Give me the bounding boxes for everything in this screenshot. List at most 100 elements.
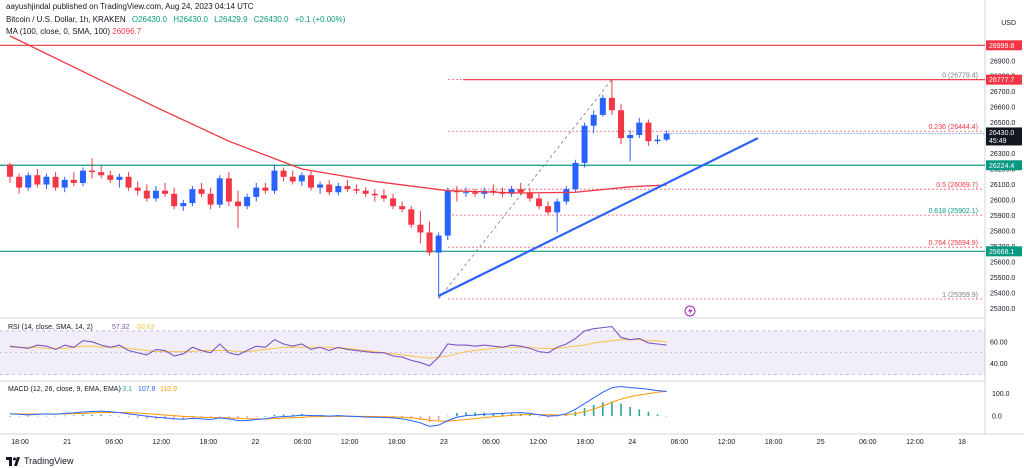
candle-body[interactable] (125, 176, 132, 188)
price-tick-label[interactable]: 25300.0 (990, 306, 1015, 313)
candle-body[interactable] (289, 176, 296, 182)
time-tick-label[interactable]: 18:00 (388, 439, 406, 446)
candle-body[interactable] (298, 175, 305, 182)
candle-body[interactable] (225, 178, 232, 202)
candle-body[interactable] (618, 110, 625, 139)
support-trendline[interactable] (438, 137, 759, 297)
candle-body[interactable] (171, 193, 178, 207)
time-tick-label[interactable]: 18:00 (765, 439, 783, 446)
candle-body[interactable] (143, 190, 150, 199)
candle-body[interactable] (508, 189, 515, 194)
candle-body[interactable] (244, 196, 251, 207)
price-tick-label[interactable]: 25800.0 (990, 228, 1015, 235)
candle-body[interactable] (52, 176, 59, 188)
candle-body[interactable] (152, 190, 159, 199)
candle-body[interactable] (444, 190, 451, 236)
candle-body[interactable] (380, 195, 387, 199)
candle-body[interactable] (490, 190, 497, 193)
price-tick-label[interactable]: 26000.0 (990, 197, 1015, 204)
candle-body[interactable] (280, 170, 287, 177)
time-axis[interactable]: 18:00 21 06:00 12:00 18:00 22 06:00 12:00 18:00 2… (11, 439, 966, 446)
macd-line[interactable] (9, 386, 667, 427)
time-tick-label[interactable]: 18:00 (11, 439, 29, 446)
candle-body[interactable] (43, 176, 50, 185)
candle-body[interactable] (581, 125, 588, 163)
time-tick-label[interactable]: 12:00 (341, 439, 359, 446)
price-tick-label[interactable]: 25400.0 (990, 290, 1015, 297)
candle-body[interactable] (435, 235, 442, 253)
rsi-pane[interactable]: RSI (14, close, SMA, 14, 2) 57.32 60.63 (0, 324, 985, 375)
candle-body[interactable] (89, 170, 96, 173)
time-tick-label[interactable]: 23 (440, 439, 448, 446)
candle-body[interactable] (326, 184, 333, 193)
candle-body[interactable] (426, 232, 433, 253)
candle-body[interactable] (362, 190, 369, 194)
candle-body[interactable] (198, 189, 205, 194)
candle-body[interactable] (335, 186, 342, 193)
time-tick-label[interactable]: 12:00 (718, 439, 736, 446)
candle-body[interactable] (399, 206, 406, 210)
time-tick-label[interactable]: 25 (817, 439, 825, 446)
candle-body[interactable] (116, 176, 123, 180)
candle-body[interactable] (317, 184, 324, 188)
price-tick-label[interactable]: 25500.0 (990, 275, 1015, 282)
candle-body[interactable] (390, 198, 397, 207)
rsi-legend-label[interactable]: RSI (14, close, SMA, 14, 2) (8, 324, 93, 331)
candle-body[interactable] (590, 114, 597, 126)
candle-body[interactable] (7, 164, 13, 177)
time-tick-label[interactable]: 12:00 (529, 439, 547, 446)
candle-body[interactable] (271, 170, 278, 191)
time-tick-label[interactable]: 24 (628, 439, 636, 446)
candle-body[interactable] (25, 175, 32, 188)
candle-body[interactable] (663, 133, 670, 140)
macd-pane[interactable]: MACD (12, 26, close, 9, EMA, EMA) -3.1 107… (8, 386, 668, 427)
price-tick-label[interactable]: 26300.0 (990, 151, 1015, 158)
candle-body[interactable] (572, 162, 579, 190)
candle-body[interactable] (79, 170, 86, 183)
candle-body[interactable] (535, 198, 542, 207)
time-tick-label[interactable]: 12:00 (906, 439, 924, 446)
rsi-tick-label[interactable]: 60.00 (990, 339, 1008, 346)
price-tick-label[interactable]: 26700.0 (990, 89, 1015, 96)
time-tick-label[interactable]: 18:00 (200, 439, 218, 446)
candle-body[interactable] (599, 97, 606, 115)
candle-body[interactable] (554, 201, 561, 213)
candle-body[interactable] (134, 187, 141, 191)
time-tick-label[interactable]: 06:00 (859, 439, 877, 446)
macd-tick-label[interactable]: 100.0 (992, 391, 1010, 398)
candle-body[interactable] (545, 206, 552, 213)
candle-body[interactable] (107, 175, 114, 180)
candle-body[interactable] (526, 192, 533, 199)
price-tick-label[interactable]: 26100.0 (990, 182, 1015, 189)
candle-body[interactable] (463, 192, 469, 194)
candle-body[interactable] (16, 176, 23, 188)
candle-body[interactable] (61, 179, 68, 188)
candle-body[interactable] (98, 172, 105, 176)
price-tick-label[interactable]: 26600.0 (990, 105, 1015, 112)
candle-body[interactable] (608, 97, 615, 111)
rsi-ma-line[interactable] (10, 339, 667, 359)
price-tick-label[interactable]: 26900.0 (990, 58, 1015, 65)
price-tick-label[interactable]: 25900.0 (990, 213, 1015, 220)
price-tick-label[interactable]: 25600.0 (990, 259, 1015, 266)
candle-body[interactable] (353, 189, 360, 191)
time-tick-label[interactable]: 21 (63, 439, 71, 446)
candle-body[interactable] (253, 187, 260, 197)
candle-body[interactable] (472, 192, 479, 194)
candle-body[interactable] (162, 190, 169, 194)
sma-100-line[interactable] (9, 35, 667, 194)
candle-body[interactable] (307, 175, 314, 188)
time-tick-label[interactable]: 06:00 (671, 439, 689, 446)
rsi-line[interactable] (9, 325, 667, 367)
candle-body[interactable] (189, 189, 196, 204)
candle-body[interactable] (654, 139, 661, 142)
tradingview-brand[interactable]: TradingView (6, 456, 74, 466)
macd-signal-line[interactable] (10, 390, 667, 422)
price-pane[interactable]: 0 (26779.4) 0.236 (26444.4) 0.5 (26069.7) 0.61… (0, 35, 985, 317)
time-tick-label[interactable]: 18 (958, 439, 966, 446)
candle-body[interactable] (180, 203, 187, 207)
time-tick-label[interactable]: 06:00 (294, 439, 312, 446)
candle-body[interactable] (636, 122, 643, 136)
candle-body[interactable] (627, 135, 634, 139)
time-tick-label[interactable]: 22 (252, 439, 260, 446)
